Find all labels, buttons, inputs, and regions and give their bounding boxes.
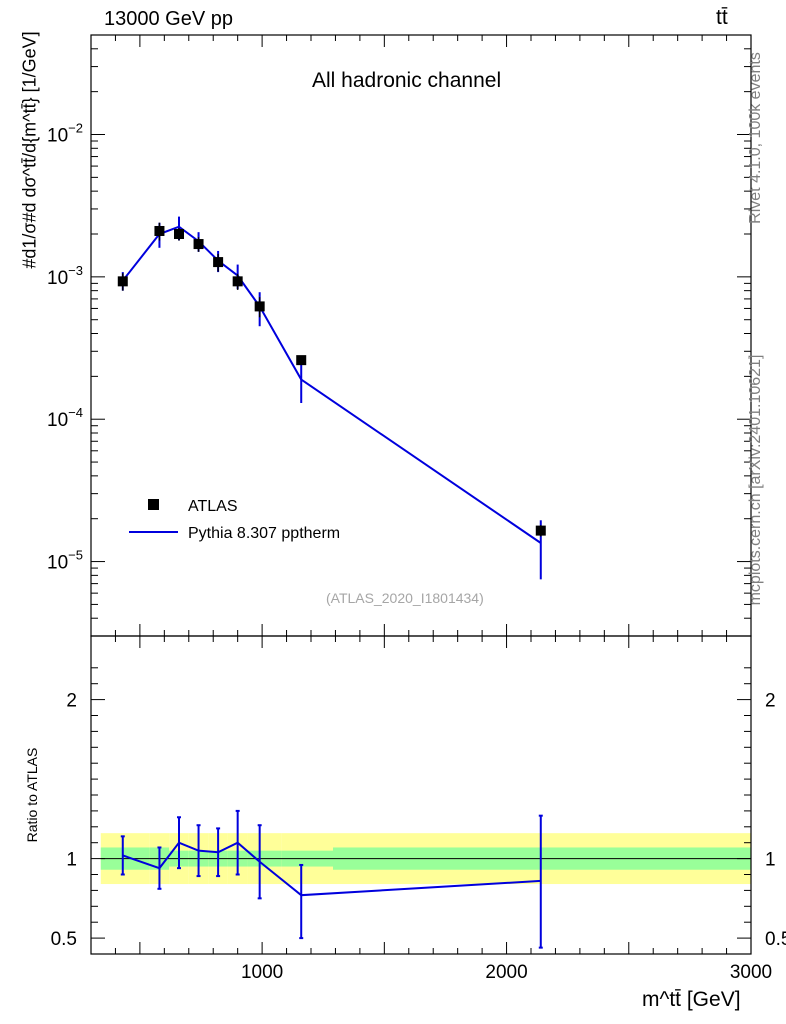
ratio-y-tick-label-right: 1 bbox=[765, 850, 776, 871]
ratio-y-tick-label: 1 bbox=[66, 850, 77, 871]
atlas-point bbox=[193, 239, 204, 250]
axis-tick-labels: 1000 2000 3000 10−5 10−4 10−3 10−2 0.5 0.5 1 1 2 2 bbox=[47, 121, 786, 983]
mc-line bbox=[121, 225, 542, 544]
x-tick-label: 3000 bbox=[730, 962, 772, 983]
legend: ATLAS Pythia 8.307 pptherm bbox=[129, 498, 340, 542]
atlas-point bbox=[232, 276, 243, 287]
ratio-frame bbox=[90, 635, 752, 955]
atlas-point bbox=[117, 276, 128, 287]
ratio-y-tick-label-right: 0.5 bbox=[765, 929, 786, 950]
x-tick-label: 2000 bbox=[485, 962, 527, 983]
x-axis-label: m^tt̄ [GeV] bbox=[642, 988, 741, 1011]
process-label: tt̄ bbox=[716, 6, 728, 29]
panel-frames bbox=[90, 34, 752, 955]
y-tick-label: 10−3 bbox=[47, 263, 83, 289]
y-tick-label: 10−2 bbox=[47, 121, 83, 147]
ratio-y-tick-label: 0.5 bbox=[51, 929, 77, 950]
source-label: mcplots.cern.ch [arXiv:2401.10621] bbox=[747, 354, 764, 606]
mc-series-ratio bbox=[120, 809, 543, 949]
chart-title: All hadronic channel bbox=[312, 69, 502, 92]
x-tick-label: 1000 bbox=[241, 962, 283, 983]
energy-label: 13000 GeV pp bbox=[104, 8, 233, 30]
y-tick-label: 10−5 bbox=[47, 548, 83, 574]
ratio-y-tick-label-right: 2 bbox=[765, 691, 776, 712]
analysis-tag: (ATLAS_2020_I1801434) bbox=[326, 590, 484, 606]
legend-atlas-marker bbox=[148, 499, 159, 510]
atlas-point bbox=[296, 355, 307, 366]
atlas-point bbox=[174, 229, 184, 240]
y-axis-label: #d1/σ#d dσ^tt̄/d{m^tt̄} [1/GeV] bbox=[19, 31, 40, 269]
main-frame bbox=[90, 34, 752, 637]
y-tick-label: 10−4 bbox=[47, 405, 83, 431]
ratio-y-tick-label: 2 bbox=[66, 691, 77, 712]
legend-atlas-label: ATLAS bbox=[188, 498, 238, 515]
atlas-point bbox=[254, 301, 265, 312]
atlas-point bbox=[535, 525, 546, 536]
atlas-point bbox=[154, 225, 165, 236]
ratio-y-axis-label: Ratio to ATLAS bbox=[24, 747, 40, 843]
axis-ticks bbox=[91, 34, 752, 954]
atlas-point bbox=[213, 257, 224, 268]
data-series-main bbox=[117, 222, 546, 537]
rivet-version-label: Rivet 4.1.0, 100k events bbox=[747, 52, 764, 224]
legend-mc-label: Pythia 8.307 pptherm bbox=[188, 525, 340, 542]
